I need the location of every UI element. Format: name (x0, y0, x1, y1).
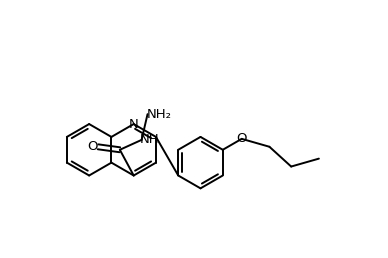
Text: N: N (129, 118, 139, 131)
Text: NH₂: NH₂ (147, 108, 172, 121)
Text: NH: NH (140, 133, 159, 146)
Text: O: O (87, 140, 97, 153)
Text: O: O (236, 132, 247, 145)
